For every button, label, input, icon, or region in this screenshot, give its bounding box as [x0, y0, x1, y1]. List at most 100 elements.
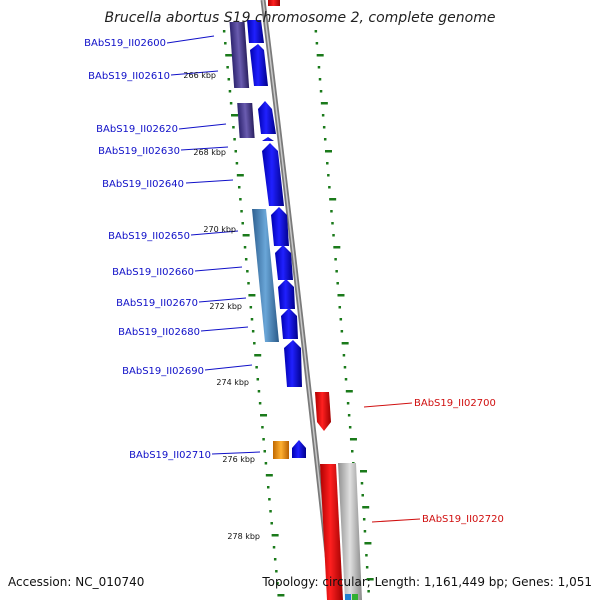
- kbp-tick-266: 266 kbp: [183, 71, 216, 80]
- gc-mark-inner: [240, 210, 243, 213]
- gc-mark-outer: [346, 402, 350, 405]
- cog-block-gray: [338, 463, 362, 600]
- map-title: Brucella abortus S19 chromosome 2, compl…: [105, 10, 496, 26]
- gene-label-ii02610[interactable]: BAbS19_II02610: [88, 71, 170, 82]
- gc-mark-inner: [246, 270, 249, 273]
- gc-mark-outer: [349, 438, 357, 441]
- gc-mark-inner: [225, 54, 233, 57]
- gc-mark-outer: [334, 258, 337, 261]
- kbp-tick-272: 272 kbp: [209, 302, 242, 311]
- gc-mark-outer: [365, 566, 369, 569]
- gene-label-ii02650[interactable]: BAbS19_II02650: [108, 231, 190, 242]
- gc-mark-inner: [248, 294, 256, 297]
- gene-label-ii02630[interactable]: BAbS19_II02630: [98, 146, 180, 157]
- cds-forward-11: [292, 440, 306, 458]
- gc-mark-inner: [262, 438, 265, 441]
- gc-mark-inner: [256, 378, 260, 381]
- gc-mark-outer: [329, 198, 337, 201]
- gc-mark-inner: [231, 114, 239, 117]
- gc-mark-outer: [342, 354, 346, 357]
- gene-label-ii02600[interactable]: BAbS19_II02600: [84, 38, 166, 49]
- gc-mark-outer: [326, 162, 329, 165]
- cds-reverse-top: [268, 0, 280, 6]
- gc-mark-outer: [348, 426, 352, 429]
- cds-other-bottom-2: [352, 594, 358, 600]
- cog-blocks: [229, 22, 362, 600]
- gc-content-marks: [222, 30, 374, 597]
- kbp-tick-270: 270 kbp: [203, 225, 236, 234]
- gc-mark-inner: [229, 102, 233, 105]
- cds-forward-10: [284, 340, 302, 387]
- gc-mark-outer: [318, 78, 322, 81]
- gene-label-ii02710[interactable]: BAbS19_II02710: [129, 450, 211, 461]
- gc-mark-inner: [222, 30, 226, 33]
- cog-block-orange: [273, 441, 289, 459]
- cog-block-purple-1: [229, 22, 250, 88]
- gc-mark-outer: [338, 306, 342, 309]
- gc-mark-outer: [317, 66, 321, 69]
- forward-cds-track: [247, 20, 306, 458]
- gene-label-ii02720[interactable]: BAbS19_II02720: [422, 514, 504, 525]
- gc-mark-inner: [271, 534, 279, 537]
- gc-mark-outer: [330, 210, 333, 213]
- gc-mark-outer: [366, 578, 374, 581]
- gc-mark-outer: [360, 470, 367, 473]
- gene-label-ii02670[interactable]: BAbS19_II02670: [116, 298, 198, 309]
- gc-mark-inner: [264, 462, 268, 465]
- left-gene-labels: BAbS19_II02600 BAbS19_II02610 BAbS19_II0…: [84, 35, 261, 461]
- gc-mark-inner: [236, 174, 244, 177]
- gc-mark-outer: [362, 506, 370, 509]
- gc-mark-outer: [365, 554, 368, 557]
- gc-mark-outer: [314, 30, 318, 33]
- cog-block-steelblue: [252, 209, 279, 342]
- cds-forward-4: [262, 137, 274, 141]
- gc-mark-inner: [249, 306, 253, 309]
- gene-label-ii02690[interactable]: BAbS19_II02690: [122, 366, 204, 377]
- gene-label-ii02700[interactable]: BAbS19_II02700: [414, 398, 496, 409]
- gc-mark-inner: [237, 186, 241, 189]
- gene-label-ii02620[interactable]: BAbS19_II02620: [96, 124, 178, 135]
- gc-mark-outer: [332, 234, 335, 237]
- gc-mark-inner: [244, 258, 248, 261]
- gc-mark-outer: [343, 366, 347, 369]
- gc-mark-inner: [269, 510, 272, 513]
- cds-forward-6: [271, 207, 289, 246]
- gc-mark-outer: [341, 342, 349, 345]
- gc-mark-inner: [247, 282, 250, 285]
- gc-mark-outer: [363, 530, 367, 533]
- gc-mark-outer: [347, 414, 351, 417]
- gc-mark-inner: [276, 582, 279, 585]
- gc-mark-inner: [224, 42, 227, 45]
- gc-mark-inner: [270, 522, 273, 525]
- gene-label-ii02660[interactable]: BAbS19_II02660: [112, 267, 194, 278]
- gc-mark-inner: [258, 402, 262, 405]
- cds-forward-2: [250, 44, 268, 86]
- gc-mark-outer: [335, 270, 338, 273]
- gc-mark-inner: [266, 486, 270, 489]
- gc-mark-outer: [364, 542, 372, 545]
- kbp-tick-labels: 266 kbp 268 kbp 270 kbp 272 kbp 274 kbp …: [183, 71, 260, 541]
- gc-mark-outer: [337, 294, 345, 297]
- gc-mark-outer: [315, 42, 319, 45]
- gc-mark-inner: [263, 450, 266, 453]
- gc-mark-outer: [316, 54, 324, 57]
- gc-mark-inner: [250, 318, 254, 321]
- cds-forward-7: [275, 245, 293, 280]
- gc-mark-outer: [333, 246, 341, 249]
- gc-mark-inner: [226, 66, 229, 69]
- gene-label-ii02680[interactable]: BAbS19_II02680: [118, 327, 200, 338]
- gc-mark-inner: [275, 570, 278, 573]
- gc-mark-outer: [321, 114, 325, 117]
- gene-label-ii02640[interactable]: BAbS19_II02640: [102, 179, 184, 190]
- gc-mark-inner: [242, 234, 250, 237]
- gc-mark-inner: [232, 126, 235, 129]
- cds-forward-8: [278, 279, 295, 309]
- gc-mark-outer: [322, 126, 326, 129]
- gc-mark-outer: [360, 482, 364, 485]
- gc-mark-inner: [234, 150, 237, 153]
- gc-mark-outer: [367, 590, 370, 593]
- cds-reverse-2: [320, 464, 343, 600]
- gc-mark-inner: [228, 90, 232, 93]
- cds-forward-1: [247, 20, 264, 43]
